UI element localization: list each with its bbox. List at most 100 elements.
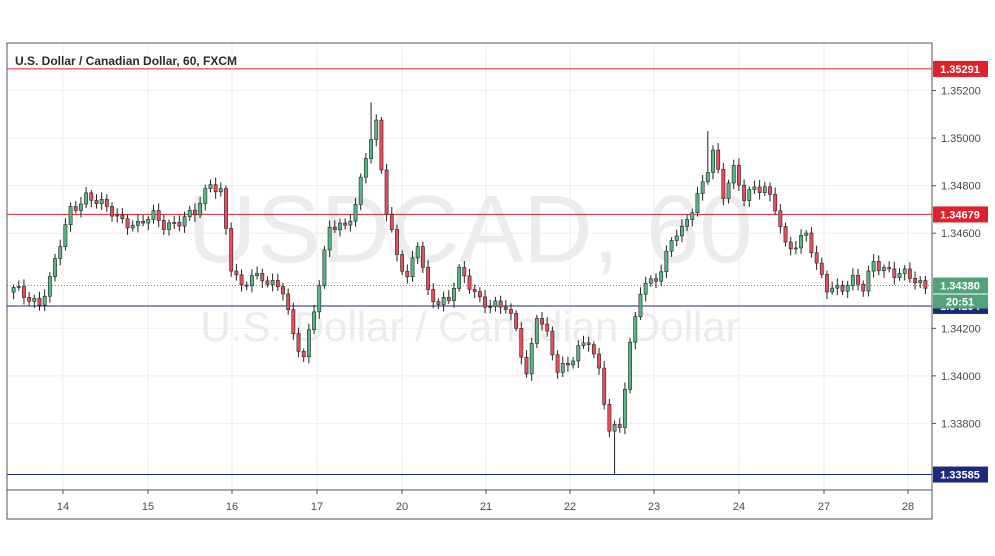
candle-up <box>203 188 208 204</box>
candle-up <box>850 274 855 286</box>
candle-up <box>452 288 456 301</box>
candle-up <box>664 250 669 273</box>
candle-up <box>63 224 68 247</box>
candle-up <box>42 295 47 306</box>
candle-down <box>296 333 301 352</box>
candle-up <box>338 222 342 230</box>
price-axis: 1.35200 1.35000 1.34800 1.34600 1.34200 1.340… <box>932 86 981 430</box>
support-price-tag: 1.33585 <box>940 470 980 482</box>
candle-down <box>773 193 778 212</box>
candle-down <box>721 168 726 199</box>
y-tick-label: 1.34600 <box>941 228 981 240</box>
candle-up <box>918 280 923 284</box>
x-tick-label: 22 <box>564 501 576 513</box>
candle-down <box>778 210 783 227</box>
candle-down <box>73 206 78 211</box>
candle-up <box>441 297 446 305</box>
candle-down <box>161 220 166 230</box>
candle-up <box>327 226 332 251</box>
candle-up <box>752 186 757 190</box>
candle-up <box>457 267 462 289</box>
resistance-price-tag-bg <box>933 60 988 77</box>
candle-down <box>94 200 99 205</box>
candle-down <box>540 318 544 325</box>
candle-up <box>415 246 420 259</box>
y-tick-label: 1.34800 <box>941 181 981 193</box>
candle-up <box>835 285 840 289</box>
candle-down <box>291 309 296 335</box>
candle-up <box>581 342 586 346</box>
candle-up <box>866 270 871 292</box>
x-tick-label: 21 <box>480 501 492 513</box>
candle-up <box>115 214 120 217</box>
candle-up <box>493 300 498 307</box>
candle-up <box>488 306 493 308</box>
candle-down <box>244 284 249 287</box>
x-tick-label: 15 <box>142 501 154 513</box>
countdown-tag-bg <box>933 294 988 309</box>
candle-up <box>358 176 363 205</box>
candle-up <box>84 192 89 205</box>
candle-down <box>446 297 451 301</box>
candle-up <box>612 424 617 432</box>
candle-down <box>602 367 607 405</box>
candle-down <box>389 213 394 230</box>
candle-down <box>840 285 845 292</box>
candle-down <box>907 268 912 279</box>
candle-down <box>555 354 560 373</box>
candle-up <box>348 220 353 226</box>
candle-up <box>705 172 710 183</box>
candle-down <box>876 261 881 272</box>
candle-up <box>172 222 177 224</box>
candle-down <box>550 330 555 356</box>
x-tick-label: 28 <box>902 501 914 513</box>
candle-up <box>726 182 731 199</box>
candle-down <box>332 226 337 230</box>
candle-up <box>410 257 415 278</box>
candle-up <box>804 232 809 236</box>
candle-up <box>47 276 52 297</box>
candle-up <box>799 235 803 249</box>
candle-up <box>731 165 736 184</box>
y-tick-label: 1.35200 <box>941 86 981 98</box>
candle-up <box>32 298 37 302</box>
candle-down <box>239 274 244 286</box>
candle-up <box>695 193 700 214</box>
candle-up <box>136 220 140 226</box>
candle-up <box>633 316 638 343</box>
x-tick-label: 14 <box>57 501 69 513</box>
candle-up <box>306 329 311 358</box>
candle-up <box>167 222 171 230</box>
candle-up <box>146 219 151 224</box>
candle-down <box>384 169 389 215</box>
candle-down <box>742 184 746 201</box>
candle-up <box>762 186 767 193</box>
candle-down <box>524 356 529 375</box>
candle-down <box>597 353 601 369</box>
candle-down <box>426 266 430 290</box>
candle-down <box>301 351 306 358</box>
candle-up <box>680 225 684 237</box>
candle-up <box>208 184 213 189</box>
candle-up <box>270 280 275 285</box>
candle-down <box>467 275 472 290</box>
candle-down <box>286 293 291 311</box>
candle-down <box>229 228 234 272</box>
candle-up <box>312 311 316 331</box>
candle-up <box>648 278 653 284</box>
candle-up <box>187 209 192 217</box>
candle-down <box>809 232 814 254</box>
candle-down <box>120 214 125 220</box>
candle-up <box>317 285 322 313</box>
candle-down <box>768 186 772 195</box>
candle-up <box>218 188 223 193</box>
candle-up <box>534 318 539 344</box>
candle-down <box>716 149 721 170</box>
candle-down <box>177 222 182 227</box>
candle-down <box>405 270 410 278</box>
candle-down <box>234 270 239 276</box>
candle-up <box>659 271 664 282</box>
candle-down <box>509 309 513 314</box>
candle-down <box>477 291 482 298</box>
